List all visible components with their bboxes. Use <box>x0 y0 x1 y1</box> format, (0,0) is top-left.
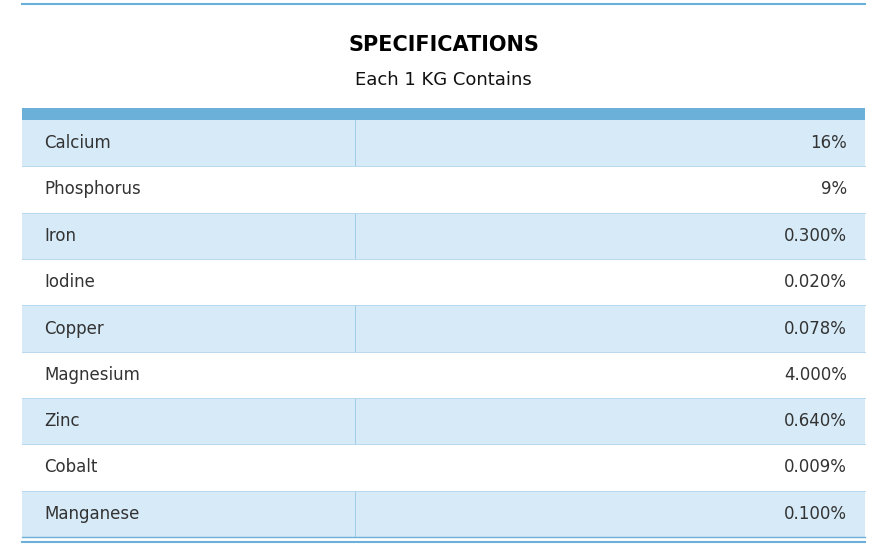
Text: 0.640%: 0.640% <box>783 412 846 430</box>
Text: SPECIFICATIONS: SPECIFICATIONS <box>347 35 539 55</box>
Bar <box>22 120 864 166</box>
Text: 4.000%: 4.000% <box>783 366 846 384</box>
Text: 16%: 16% <box>810 134 846 152</box>
Bar <box>22 444 864 491</box>
Text: 0.100%: 0.100% <box>783 505 846 523</box>
Text: 0.300%: 0.300% <box>783 227 846 245</box>
Text: Iodine: Iodine <box>44 273 95 291</box>
Text: Each 1 KG Contains: Each 1 KG Contains <box>354 71 532 89</box>
Text: Zinc: Zinc <box>44 412 80 430</box>
Bar <box>22 259 864 305</box>
Text: 0.009%: 0.009% <box>783 458 846 476</box>
Bar <box>22 352 864 398</box>
Text: Manganese: Manganese <box>44 505 140 523</box>
Bar <box>22 491 864 537</box>
Bar <box>22 398 864 444</box>
Bar <box>22 213 864 259</box>
Text: Magnesium: Magnesium <box>44 366 140 384</box>
Text: 9%: 9% <box>820 181 846 199</box>
Bar <box>22 8 864 108</box>
Text: 0.020%: 0.020% <box>783 273 846 291</box>
Text: Phosphorus: Phosphorus <box>44 181 141 199</box>
Bar <box>22 166 864 213</box>
Text: Cobalt: Cobalt <box>44 458 97 476</box>
Text: Copper: Copper <box>44 319 104 337</box>
Bar <box>22 305 864 352</box>
Text: Iron: Iron <box>44 227 76 245</box>
Text: 0.078%: 0.078% <box>783 319 846 337</box>
Text: Calcium: Calcium <box>44 134 111 152</box>
Bar <box>22 108 864 120</box>
